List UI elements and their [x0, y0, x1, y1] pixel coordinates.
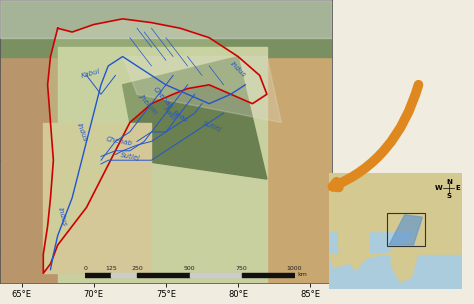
Text: S: S — [447, 193, 451, 199]
Polygon shape — [58, 47, 267, 283]
Text: 500: 500 — [184, 266, 195, 271]
Polygon shape — [43, 123, 152, 273]
Polygon shape — [0, 0, 332, 57]
Text: Ravi: Ravi — [162, 105, 176, 121]
Text: 0: 0 — [83, 266, 87, 271]
Text: Kabul: Kabul — [81, 68, 101, 79]
Text: E: E — [456, 185, 460, 191]
Text: 125: 125 — [106, 266, 117, 271]
Polygon shape — [0, 0, 332, 38]
Polygon shape — [238, 0, 332, 283]
Polygon shape — [389, 215, 422, 245]
Text: 1000: 1000 — [286, 266, 301, 271]
Polygon shape — [123, 57, 281, 123]
Text: Jhelum: Jhelum — [138, 92, 159, 115]
Polygon shape — [329, 173, 462, 231]
Text: 750: 750 — [236, 266, 247, 271]
Text: 250: 250 — [132, 266, 143, 271]
Text: Indus: Indus — [57, 207, 67, 227]
Polygon shape — [338, 231, 369, 270]
Polygon shape — [123, 57, 267, 179]
Polygon shape — [329, 231, 462, 268]
Text: Chenab: Chenab — [106, 136, 134, 147]
Text: Sutlej: Sutlej — [201, 120, 222, 133]
Bar — [387, 212, 425, 246]
Polygon shape — [0, 0, 58, 283]
Text: W: W — [435, 185, 442, 191]
FancyArrowPatch shape — [333, 85, 419, 188]
Text: Chenab: Chenab — [152, 86, 174, 110]
Polygon shape — [43, 19, 267, 273]
Text: Indus: Indus — [76, 122, 88, 142]
Text: N: N — [446, 179, 452, 185]
Polygon shape — [392, 245, 418, 282]
Polygon shape — [329, 173, 462, 289]
Text: Beas: Beas — [172, 110, 189, 124]
Text: km: km — [297, 272, 307, 277]
Text: Sutlej: Sutlej — [119, 152, 140, 161]
Text: Indus: Indus — [229, 61, 247, 79]
